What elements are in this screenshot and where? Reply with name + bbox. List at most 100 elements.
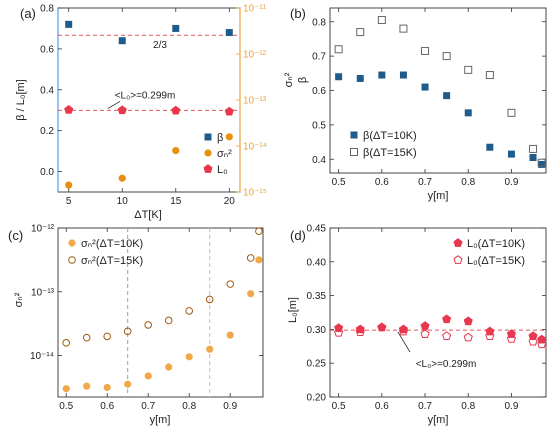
legend-marker xyxy=(203,164,213,173)
data-point xyxy=(378,71,386,79)
panel-c: 0.5 0.6 0.7 0.8 0.9 10⁻¹⁴ 10⁻¹³ 10⁻¹² y[m] σₙ² (c)… xyxy=(8,224,264,426)
data-point xyxy=(442,314,452,324)
x-tick-label: 10 xyxy=(117,196,129,207)
legend-marker xyxy=(453,255,463,264)
x-tick-label: 0.5 xyxy=(332,177,346,188)
panel-label: (d) xyxy=(290,228,306,243)
legend-marker xyxy=(453,238,463,247)
x-tick-label: 0.5 xyxy=(332,401,346,412)
data-point xyxy=(62,385,70,393)
legend-label: β(ΔT=15K) xyxy=(363,147,417,159)
ref-label-mean-l0: <L₀>=0.299m xyxy=(416,359,477,370)
data-point xyxy=(464,65,473,74)
data-point xyxy=(124,380,132,388)
x-tick-label: 0.8 xyxy=(461,401,475,412)
x-tick-label: 5 xyxy=(66,196,72,207)
ref-label-mean-l0: <L₀>=0.299m xyxy=(115,90,176,101)
plot-frame xyxy=(329,227,547,398)
data-point xyxy=(103,332,111,341)
y-tick-label: 0.40 xyxy=(307,257,327,268)
data-point xyxy=(421,83,429,91)
legend-label: L₀(ΔT=10K) xyxy=(467,238,525,250)
legend-label: β(ΔT=10K) xyxy=(363,130,417,142)
y2-tick-label: 10⁻¹² xyxy=(243,50,267,61)
panel-label: (c) xyxy=(8,228,23,243)
data-point xyxy=(528,331,538,341)
data-point xyxy=(82,333,91,342)
data-point xyxy=(206,345,214,353)
legend-marker xyxy=(350,148,358,156)
y-tick-label: 0.0 xyxy=(40,167,54,178)
data-point xyxy=(172,147,180,155)
panel-label: (a) xyxy=(20,6,36,21)
data-point xyxy=(486,143,494,151)
data-point xyxy=(164,316,173,325)
legend-label: σₙ²(ΔT=15K) xyxy=(81,255,143,267)
data-point xyxy=(144,372,152,380)
legend-label: L₀(ΔT=15K) xyxy=(467,255,525,267)
x-tick-label: 0.8 xyxy=(182,401,196,412)
data-point xyxy=(421,46,430,55)
data-point xyxy=(205,295,214,304)
y-axis-label: β / L₀[m] xyxy=(15,79,27,120)
y-tick-label: 0.25 xyxy=(307,359,327,370)
data-point xyxy=(103,383,111,392)
data-point xyxy=(420,321,430,330)
y-axis-label: L₀[m] xyxy=(287,297,299,323)
data-point xyxy=(420,329,430,339)
y-tick-label: 0.2 xyxy=(40,126,54,137)
data-point xyxy=(246,254,255,262)
data-point xyxy=(485,331,495,341)
plot-frame xyxy=(57,227,264,398)
data-point xyxy=(355,327,365,336)
x-axis-label: y[m] xyxy=(428,190,449,202)
data-point xyxy=(537,158,546,167)
y2-tick-label: 10⁻¹⁵ xyxy=(243,188,267,199)
data-point xyxy=(537,339,547,349)
y2-tick-label: 10⁻¹¹ xyxy=(243,4,267,15)
data-point xyxy=(226,331,234,339)
data-point xyxy=(485,71,494,80)
panel-label: (b) xyxy=(290,6,306,21)
data-point xyxy=(247,290,255,298)
annotation-arrow xyxy=(397,331,411,353)
legend-marker xyxy=(204,149,212,157)
y-tick-label: 0.8 xyxy=(40,4,54,15)
data-point xyxy=(185,307,193,315)
data-point xyxy=(507,108,516,117)
data-point xyxy=(117,105,127,115)
data-point xyxy=(62,338,70,347)
x-axis-label: ΔT[K] xyxy=(134,209,162,221)
data-point xyxy=(123,327,132,336)
x-tick-label: 0.9 xyxy=(223,401,237,412)
y-tick-label: 10⁻¹⁴ xyxy=(30,351,54,362)
data-point xyxy=(65,20,73,28)
data-point xyxy=(255,227,263,235)
x-tick-label: 0.7 xyxy=(141,401,155,412)
y-tick-label: 0.6 xyxy=(40,44,54,55)
data-point xyxy=(172,24,180,32)
x-tick-label: 0.5 xyxy=(59,401,73,412)
data-point xyxy=(377,16,386,25)
data-point xyxy=(355,324,365,334)
data-point xyxy=(224,106,234,116)
legend-label: σₙ²(ΔT=10K) xyxy=(81,238,143,250)
data-point xyxy=(442,331,452,341)
data-point xyxy=(529,154,537,162)
data-point xyxy=(529,144,538,153)
data-point xyxy=(399,71,407,79)
y-tick-label: 0.8 xyxy=(312,17,326,28)
data-point xyxy=(165,363,173,371)
y-tick-label: 0.7 xyxy=(312,52,326,63)
data-point xyxy=(463,332,473,342)
data-point xyxy=(225,133,233,141)
data-point xyxy=(356,74,364,82)
y-axis-label-2: σₙ² xyxy=(283,72,295,87)
data-point xyxy=(334,327,344,337)
data-point xyxy=(335,73,343,81)
y-tick-label: 0.4 xyxy=(312,155,326,166)
legend-marker xyxy=(68,239,76,247)
y-tick-label: 0.5 xyxy=(312,120,326,131)
data-point xyxy=(398,324,409,334)
